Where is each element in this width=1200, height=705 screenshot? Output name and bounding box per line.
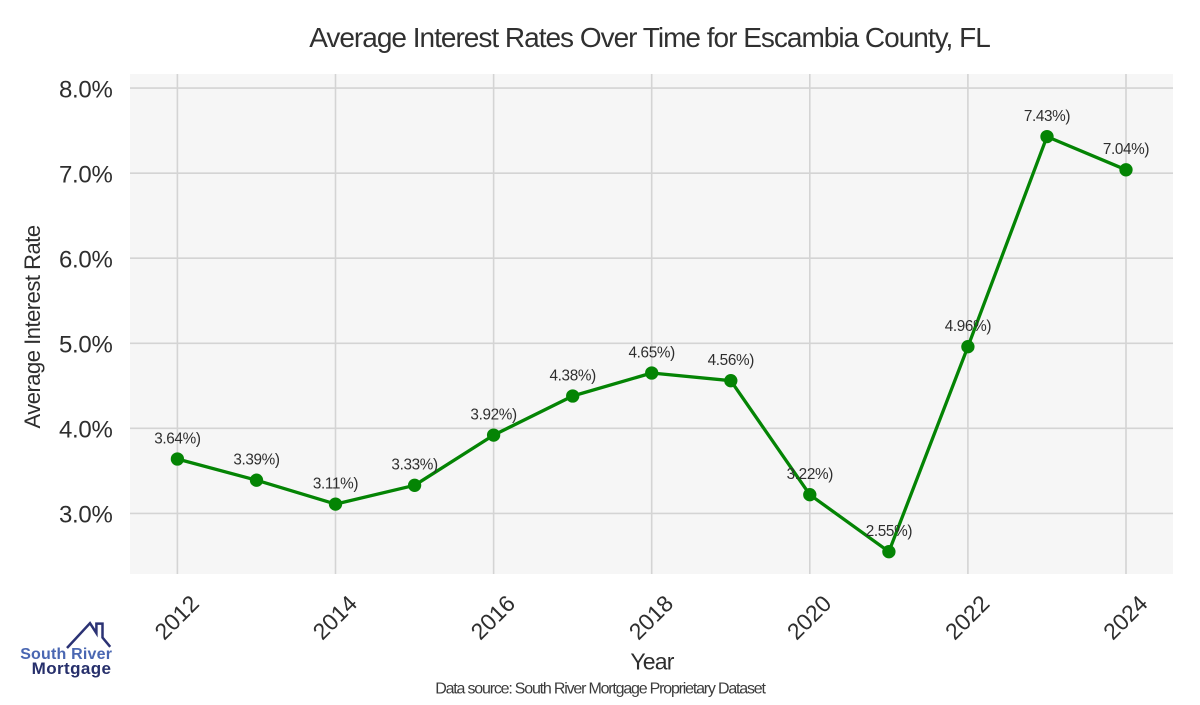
svg-text:3.39%): 3.39%) bbox=[233, 452, 280, 469]
svg-text:3.33%): 3.33%) bbox=[391, 457, 438, 474]
svg-text:2.55%): 2.55%) bbox=[866, 523, 913, 540]
svg-text:Mortgage: Mortgage bbox=[32, 659, 112, 678]
svg-text:3.11%): 3.11%) bbox=[313, 475, 358, 492]
svg-text:3.64%): 3.64%) bbox=[154, 430, 201, 447]
svg-text:5.0%: 5.0% bbox=[59, 332, 113, 359]
svg-text:3.22%): 3.22%) bbox=[787, 466, 834, 483]
svg-text:Data source: South River Mortg: Data source: South River Mortgage Propri… bbox=[435, 681, 766, 698]
svg-text:Average Interest Rates Over Ti: Average Interest Rates Over Time for Esc… bbox=[309, 22, 990, 53]
svg-text:4.65%): 4.65%) bbox=[629, 344, 676, 361]
svg-text:6.0%: 6.0% bbox=[59, 247, 113, 274]
svg-text:Year: Year bbox=[630, 649, 674, 675]
svg-text:Average Interest Rate: Average Interest Rate bbox=[20, 225, 45, 428]
svg-text:3.0%: 3.0% bbox=[59, 502, 113, 529]
svg-text:7.43%): 7.43%) bbox=[1024, 108, 1071, 125]
svg-text:South River: South River bbox=[20, 646, 112, 663]
svg-text:8.0%: 8.0% bbox=[59, 76, 113, 103]
svg-text:4.96%): 4.96%) bbox=[945, 318, 992, 335]
svg-text:7.04%): 7.04%) bbox=[1103, 141, 1150, 158]
svg-text:4.38%): 4.38%) bbox=[550, 367, 597, 384]
svg-text:3.92%): 3.92%) bbox=[470, 406, 517, 423]
svg-text:4.0%: 4.0% bbox=[59, 417, 113, 444]
svg-text:4.56%): 4.56%) bbox=[708, 352, 755, 369]
svg-text:7.0%: 7.0% bbox=[59, 162, 113, 189]
